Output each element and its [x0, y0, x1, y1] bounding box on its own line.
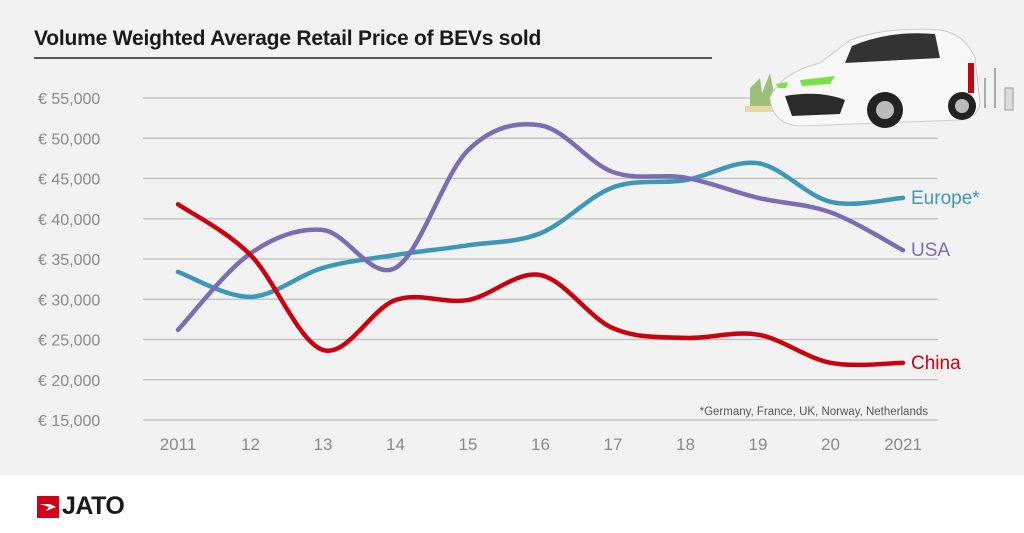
x-tick-label: 2021	[884, 435, 922, 454]
electric-car-illustration	[745, 28, 1014, 128]
series-line-china	[175, 202, 906, 368]
y-tick-label: € 15,000	[38, 413, 100, 430]
series-label: China	[911, 353, 961, 374]
y-tick-label: € 25,000	[38, 333, 100, 350]
y-tick-label: € 20,000	[38, 373, 100, 390]
chart-title: Volume Weighted Average Retail Price of …	[34, 27, 542, 50]
jato-logo-mark	[37, 495, 59, 518]
y-tick-label: € 50,000	[38, 131, 100, 148]
x-tick-label: 14	[386, 435, 405, 454]
y-tick-label: € 35,000	[38, 252, 100, 269]
x-tick-label: 19	[749, 435, 768, 454]
x-tick-label: 17	[604, 435, 623, 454]
y-tick-label: € 30,000	[38, 292, 100, 309]
x-tick-label: 2011	[160, 435, 197, 454]
x-tick-label: 12	[241, 435, 260, 454]
y-tick-label: € 55,000	[38, 91, 100, 108]
title-underline	[34, 57, 712, 59]
jato-logo-text: JATO	[62, 492, 125, 520]
footnote: *Germany, France, UK, Norway, Netherland…	[700, 406, 929, 418]
x-tick-label: 13	[314, 435, 333, 454]
series-line-usa	[175, 122, 906, 333]
y-tick-label: € 40,000	[38, 212, 100, 229]
x-tick-label: 16	[531, 435, 550, 454]
line-chart: € 15,000 € 20,000 € 25,000 € 30,000 € 35,000…	[38, 91, 980, 454]
series-label: Europe*	[911, 188, 980, 209]
series-label: USA	[911, 240, 950, 261]
x-tick-label: 15	[459, 435, 478, 454]
jato-logo: JATO	[37, 492, 125, 521]
x-tick-label: 20	[821, 435, 840, 454]
y-tick-label: € 45,000	[38, 172, 100, 189]
x-tick-label: 18	[676, 435, 695, 454]
